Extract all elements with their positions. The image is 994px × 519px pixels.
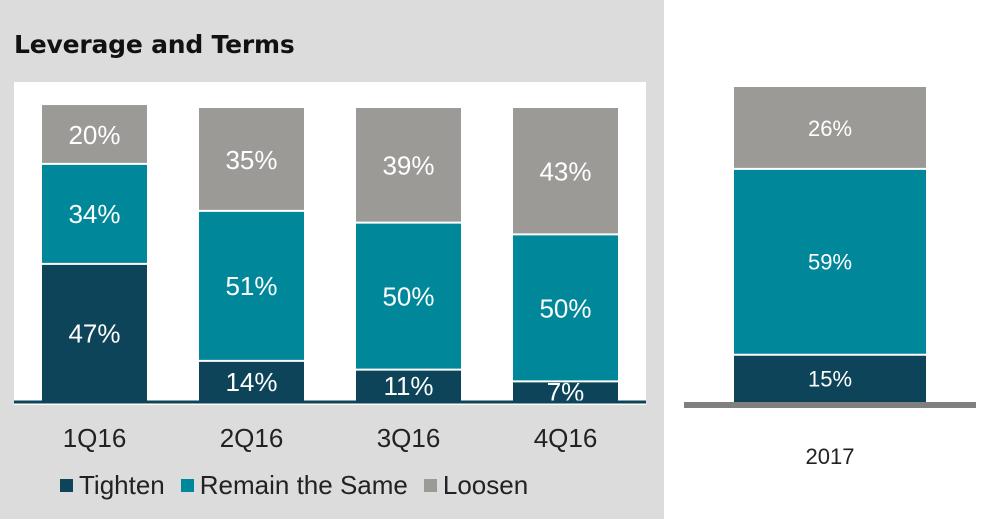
left-data-label-3q16-loosen: 39% [382,151,434,181]
legend-label-remain-the-same: Remain the Same [199,469,408,500]
left-bar-3q16-loosen [356,108,461,223]
left-category-label-1q16: 1Q16 [63,423,127,453]
left-category-label-4q16: 4Q16 [534,423,598,453]
left-bar-1q16-loosen [42,105,147,164]
left-data-label-1q16-loosen: 20% [68,120,120,150]
left-bar-2q16-loosen [199,108,304,211]
right-data-label-2017-tighten: 15% [808,366,852,391]
left-bar-2q16-tighten [199,360,304,402]
left-category-label-3q16: 3Q16 [377,423,441,453]
left-bar-3q16-remain-the-same [356,222,461,370]
legend-item-remain-the-same: Remain the Same [180,469,408,501]
right-bar-2017-remain-the-same [734,168,926,355]
left-bar-3q16-tighten [356,369,461,402]
legend-swatch-remain-the-same [180,478,194,492]
legend-swatch-tighten [60,478,73,492]
left-data-label-1q16-remain-the-same: 34% [68,199,120,229]
chart-title: Leverage and Terms [14,30,295,59]
left-data-label-2q16-loosen: 35% [225,145,277,175]
right-data-label-2017-remain-the-same: 59% [808,250,852,275]
left-data-label-4q16-remain-the-same: 50% [539,293,591,323]
legend: Tighten Remain the Same Loosen [60,470,544,500]
legend-label-tighten: Tighten [79,469,165,500]
left-bar-4q16-tighten [513,381,618,402]
left-bar-1q16-remain-the-same [42,163,147,264]
right-data-label-2017-loosen: 26% [808,116,852,141]
left-bar-2q16-remain-the-same [199,210,304,361]
legend-label-loosen: Loosen [442,469,529,500]
legend-item-loosen: Loosen [423,469,529,501]
left-bar-4q16-remain-the-same [513,234,618,382]
left-data-label-1q16-tighten: 47% [68,318,120,348]
legend-item-tighten: Tighten [60,470,165,501]
right-category-label-2017: 2017 [806,444,855,469]
left-data-label-2q16-tighten: 14% [225,367,277,397]
left-data-label-4q16-loosen: 43% [539,157,591,187]
right-bar-2017-loosen [734,87,926,169]
left-data-label-2q16-remain-the-same: 51% [225,271,277,301]
left-data-label-3q16-remain-the-same: 50% [382,282,434,312]
left-data-label-3q16-tighten: 11% [383,371,433,401]
left-category-label-2q16: 2Q16 [220,423,284,453]
right-bar-2017-tighten [734,354,926,402]
left-bar-4q16-loosen [513,108,618,235]
left-bar-1q16-tighten [42,263,147,402]
legend-swatch-loosen [423,478,437,492]
